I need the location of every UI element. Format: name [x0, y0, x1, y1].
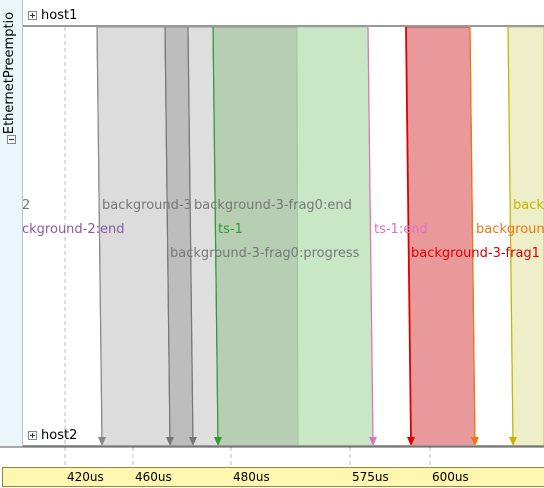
message-arrow	[507, 26, 514, 443]
arrow-head	[98, 437, 106, 446]
message-arrow	[164, 26, 171, 443]
arrow-head	[471, 437, 479, 446]
message-label[interactable]: background-3	[102, 198, 192, 213]
message-label[interactable]: 2	[22, 198, 31, 213]
arrow-head	[407, 437, 415, 446]
message-arrow	[405, 26, 412, 443]
host1-label[interactable]: host1	[41, 8, 78, 23]
expand-host1-icon[interactable]	[28, 11, 37, 20]
message-arrow	[96, 26, 103, 443]
collapse-icon[interactable]	[7, 135, 16, 144]
tick-label: 420us	[67, 470, 104, 484]
tick-label: 600us	[432, 470, 469, 484]
message-band	[296, 26, 374, 447]
arrow-head	[166, 437, 174, 446]
message-arrow	[469, 26, 476, 443]
message-label[interactable]: background-3-frag1	[411, 246, 540, 261]
message-arrow	[187, 26, 194, 443]
host2-label[interactable]: host2	[41, 428, 78, 443]
arrow-head	[189, 437, 197, 446]
message-arrow	[367, 26, 374, 443]
module-strip: EthernetPreemptio	[0, 0, 23, 447]
arrow-head	[369, 437, 377, 446]
tick-label: 460us	[135, 470, 172, 484]
expand-host2-icon[interactable]	[28, 431, 37, 440]
message-label[interactable]: ckground-2:end	[22, 222, 125, 237]
arrow-head	[509, 437, 517, 446]
tick-label: 480us	[233, 470, 270, 484]
tick-label: 575us	[352, 470, 389, 484]
message-label[interactable]: background-3-frag0:progress	[170, 246, 360, 261]
message-label[interactable]: ts-1:end	[374, 222, 428, 237]
message-label[interactable]: backgroun	[476, 222, 544, 237]
message-arrow	[212, 26, 219, 443]
arrow-head	[214, 437, 222, 446]
message-label[interactable]: back	[513, 198, 544, 213]
message-label[interactable]: ts-1	[218, 222, 243, 237]
message-label[interactable]: background-3-frag0:end	[194, 198, 352, 213]
time-axis	[2, 467, 544, 487]
